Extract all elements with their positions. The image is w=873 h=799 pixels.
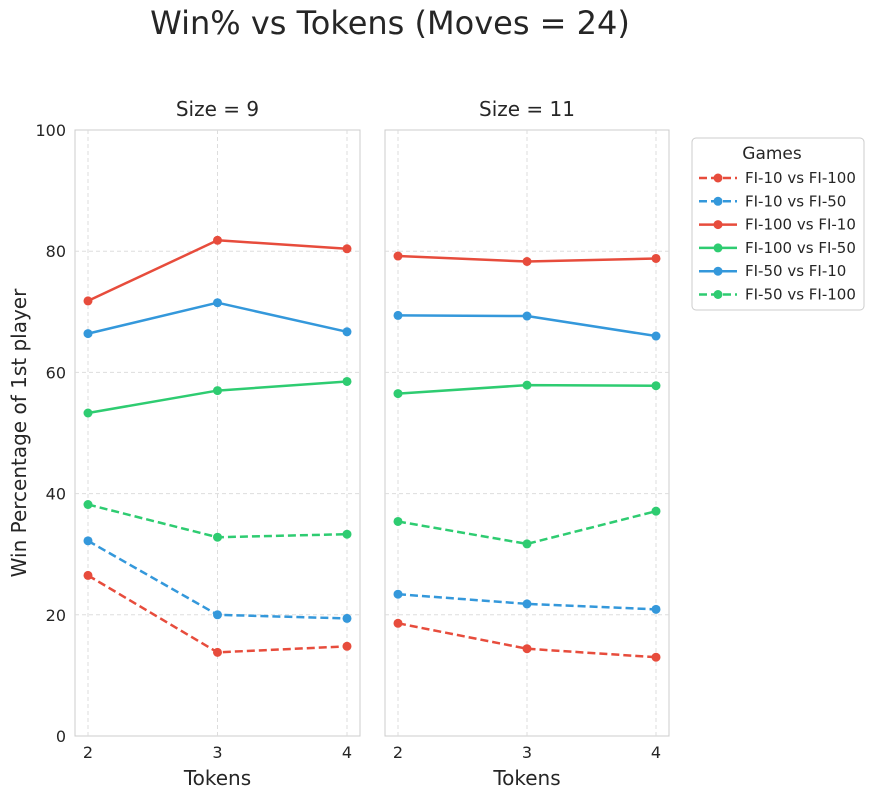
data-point: [213, 610, 222, 620]
legend-swatch-marker: [713, 290, 723, 299]
series-polyline: [397, 592, 657, 611]
data-point: [213, 386, 222, 396]
series-line: [83, 235, 352, 306]
panels: Size = 9 2 3 4 Tokens 0 20 40 60 80 100 Size = 11 2 3…: [35, 97, 670, 790]
y-tick-label: 80: [46, 242, 66, 261]
series-line: [393, 589, 661, 614]
panel-title: Size = 11: [479, 97, 575, 121]
y-tick-label: 20: [46, 606, 66, 625]
data-point: [83, 329, 93, 339]
data-point: [393, 618, 403, 628]
series-line: [393, 310, 661, 341]
data-point: [522, 257, 532, 267]
data-point: [342, 327, 352, 337]
legend-title: Games: [742, 144, 802, 164]
data-point: [651, 506, 661, 516]
legend-label: FI-50 vs FI-100: [745, 286, 856, 304]
legend-label: FI-50 vs FI-10: [745, 262, 846, 280]
x-tick-label: 4: [342, 743, 352, 762]
legend-label: FI-10 vs FI-50: [745, 192, 846, 210]
series-line: [83, 536, 352, 623]
data-point: [342, 244, 352, 254]
y-tick-label: 40: [46, 485, 66, 504]
data-point: [342, 613, 352, 623]
series-line: [83, 570, 352, 657]
panel-title: Size = 9: [176, 97, 259, 121]
series-line: [83, 500, 352, 542]
series-line: [83, 298, 352, 339]
y-tick-label: 60: [46, 363, 66, 382]
legend-item[interactable]: FI-10 vs FI-100: [699, 169, 856, 187]
data-point: [213, 235, 222, 245]
legend-item[interactable]: FI-50 vs FI-100: [699, 286, 856, 304]
data-point: [522, 539, 532, 549]
data-point: [342, 376, 352, 386]
legend-label: FI-10 vs FI-100: [745, 169, 856, 187]
series-line: [393, 251, 661, 267]
data-point: [651, 253, 661, 263]
data-point: [651, 331, 661, 341]
x-axis-label: Tokens: [183, 766, 251, 790]
legend-swatch-marker: [713, 220, 723, 230]
series-polyline: [397, 622, 657, 659]
data-point: [393, 516, 403, 526]
legend-box: [691, 137, 865, 311]
chart-title: Win% vs Tokens (Moves = 24): [150, 4, 630, 42]
legend-item[interactable]: FI-100 vs FI-10: [699, 216, 856, 234]
legend-swatch-marker: [713, 243, 723, 253]
series-line: [393, 380, 661, 399]
data-point: [651, 652, 661, 662]
panel-1: Size = 9 2 3 4 Tokens 0 20 40 60 80 100: [35, 97, 361, 790]
y-tick-label: 0: [56, 727, 66, 746]
x-axis-label: Tokens: [492, 766, 560, 790]
data-point: [522, 380, 532, 390]
data-point: [83, 296, 93, 306]
data-point: [213, 298, 222, 308]
legend-item[interactable]: FI-50 vs FI-10: [699, 262, 846, 280]
data-point: [83, 536, 93, 546]
data-point: [651, 604, 661, 614]
panel-2: Size = 11 2 3 4 Tokens: [384, 97, 670, 790]
series-polyline: [397, 509, 657, 546]
legend-item[interactable]: FI-10 vs FI-50: [699, 192, 846, 210]
data-point: [393, 251, 403, 261]
data-point: [342, 641, 352, 651]
data-point: [522, 599, 532, 609]
series-line: [393, 618, 661, 662]
x-tick-label: 4: [651, 743, 661, 762]
series-line: [83, 376, 352, 418]
x-tick-label: 2: [83, 743, 93, 762]
data-point: [393, 310, 403, 320]
data-point: [213, 532, 222, 542]
y-tick-label: 100: [35, 121, 66, 140]
y-axis-label: Win Percentage of 1st player: [7, 288, 31, 577]
legend-swatch-marker: [713, 266, 723, 276]
x-tick-label: 3: [212, 743, 222, 762]
x-tick-label: 3: [522, 743, 532, 762]
legend-label: FI-100 vs FI-10: [745, 216, 856, 234]
legend-swatch-marker: [713, 196, 723, 206]
series-line: [393, 506, 661, 549]
data-point: [522, 644, 532, 654]
data-point: [213, 647, 222, 657]
legend[interactable]: Games FI-10 vs FI-100 FI-10 vs FI-50 FI-100…: [691, 137, 865, 311]
data-point: [83, 500, 93, 510]
legend-item[interactable]: FI-100 vs FI-50: [699, 239, 856, 257]
data-point: [83, 408, 93, 418]
legend-label: FI-100 vs FI-50: [745, 239, 856, 257]
x-tick-label: 2: [393, 743, 403, 762]
legend-swatch-marker: [713, 173, 723, 183]
data-point: [522, 311, 532, 321]
data-point: [651, 381, 661, 391]
data-point: [393, 389, 403, 399]
data-point: [342, 529, 352, 539]
data-point: [393, 589, 403, 599]
data-point: [83, 570, 93, 580]
